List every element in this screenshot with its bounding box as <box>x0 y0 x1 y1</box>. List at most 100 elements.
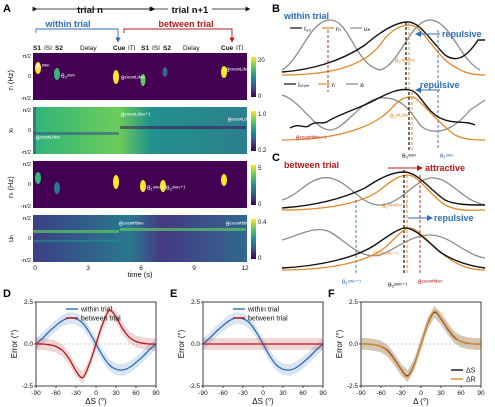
b-theta-s2: θ₂ˢʷⁿ <box>402 153 416 160</box>
ytick-uh-mid: 0 <box>28 236 31 242</box>
phase-iti: ITI <box>128 45 136 52</box>
legend-iff: I₃₃ <box>304 26 311 33</box>
ylabel-rl: rₗ (Hz) <box>6 70 15 90</box>
ytick-rl-mid: 0 <box>28 74 31 80</box>
c-attractive-label: attractive <box>425 163 465 173</box>
phase-s1-n1: S1 <box>141 45 149 52</box>
ytick-uh-top: π/2 <box>23 216 31 222</box>
b-top-rh-curve <box>281 24 486 76</box>
within-trial-bracket <box>35 28 121 43</box>
panel-label-e: E <box>170 288 177 300</box>
colorbar-rl <box>251 57 256 97</box>
b-bot-xl-curve <box>281 94 486 132</box>
y-tick-label: 2.5 <box>349 299 358 306</box>
c-bot-rl-curve <box>281 227 486 271</box>
phase-s2: S2 <box>55 45 63 52</box>
x-tick-label: 90 <box>152 390 160 397</box>
chart-f: -90 -60 -30 0 30 60 90 -2.5 0.0 2.5 Δ (°) Error (°)… <box>335 299 485 406</box>
b-repulsive-label-2: repulsive <box>420 80 460 90</box>
x-tick-label: 60 <box>457 390 465 397</box>
heat-label-theta2-n1: θ₂ˢʷⁿ⁺¹ <box>166 185 186 192</box>
ylabel-rh: rₕ (Hz) <box>6 176 15 198</box>
heat-label-theta1-n1: θ₁ˢʷⁿ⁺¹ <box>147 185 167 192</box>
heat-labels: θ₁ˢʷⁿ θ₂ˢʷⁿ θᶜᵘᵉʷᴸᵈʷⁿ θᶜᵘᵉʷᴸᵈʷⁿ⁺¹ θᶜᵘᵉʷᴸ… <box>36 63 259 228</box>
y-tick-label: -2.5 <box>347 383 359 390</box>
within-trial-label: within trial <box>45 19 91 29</box>
b-theta-s1: θ₁ˢʷⁿ <box>440 153 454 160</box>
panel-a-xticks: 0 3 6 9 12 <box>33 265 249 272</box>
phase-cue: Cue <box>113 45 126 52</box>
ylabel-xl: xₗ <box>6 128 15 133</box>
x-tick-label: 0 <box>94 390 98 397</box>
c-top-uh-curve <box>281 177 486 206</box>
x-tick-label: -30 <box>396 390 406 397</box>
legend-label: ΔS <box>466 368 476 375</box>
panel-label-b: B <box>272 3 280 15</box>
series-line <box>360 310 482 378</box>
ytick-xl-top: π/2 <box>23 108 31 114</box>
panel-b: B within trial I₃₃ rₕ uₕ repulsive θ₂ʷᴴᵈ… <box>272 3 486 160</box>
x-tick-label: -90 <box>31 390 41 397</box>
ytick-rh-bot: -π/2 <box>21 204 31 210</box>
xtick-12: 12 <box>241 265 249 272</box>
panel-label-d: D <box>3 288 11 300</box>
heat-label-theta2-n: θ₂ˢʷⁿ <box>61 73 75 80</box>
cbar-uh-max: 0.4 <box>258 220 267 226</box>
phase-iti-n1: ITI <box>236 45 244 52</box>
legend-istim: Iₛₜᵢₘ <box>298 82 309 89</box>
x-tick-label: -30 <box>71 390 81 397</box>
y-tick-label: 0.0 <box>24 341 33 348</box>
x-tick-label: 30 <box>112 390 120 397</box>
b-theta-cue: θᶜᵘᵉʷᴴᵈʷⁿ⁻¹ <box>296 135 327 142</box>
ytick-xl-bot: -π/2 <box>21 150 31 156</box>
c-theta-s2: θ₂ˢʷⁿ⁺¹ <box>388 282 408 289</box>
x-tick-label: 60 <box>132 390 140 397</box>
legend-label: within trial <box>247 307 280 314</box>
x-axis-label: Δ (°) <box>413 397 429 406</box>
panel-label-f: F <box>328 288 335 300</box>
trial-n1-bg <box>168 3 212 15</box>
heat-label-cue-l-n1: θᶜᵘᵉʷᴸᵈʷⁿ⁺¹ <box>121 112 152 119</box>
ylabel-uh: uₕ <box>6 235 15 242</box>
x-tick-label: 90 <box>319 390 327 397</box>
colorbar-rh <box>251 165 256 205</box>
xtick-6: 6 <box>139 265 143 272</box>
x-tick-label: -60 <box>376 390 386 397</box>
trial-n-label: trial n <box>77 5 103 16</box>
x-tick-label: -30 <box>238 390 248 397</box>
y-tick-label: 2.5 <box>24 299 33 306</box>
y-tick-label: -2.5 <box>22 383 34 390</box>
legend-xl: xₗ <box>360 82 364 89</box>
ytick-rl-top: π/2 <box>23 54 31 60</box>
y-axis-label: Error (°) <box>335 329 344 358</box>
chart-e: -90 -60 -30 0 30 60 90 -2.5 0.0 2.5 ΔS (°) Error (°… <box>177 299 327 406</box>
legend-label: within trial <box>80 307 113 314</box>
x-tick-label: -60 <box>218 390 228 397</box>
ytick-uh-bot: -π/2 <box>21 258 31 264</box>
heat-label-cue-l-n1-rl: θᶜᵘᵉʷᴸᵈʷⁿ⁺¹ <box>226 67 257 74</box>
y-tick-label: 2.5 <box>191 299 200 306</box>
legend-label: ΔR <box>466 377 476 384</box>
x-tick-label: 0 <box>419 390 423 397</box>
b-theta-2l: θ₂ʷᴸᵈʷⁿ <box>390 113 410 120</box>
between-trial-label: between trial <box>158 19 213 29</box>
ytick-xl-mid: 0 <box>28 128 31 134</box>
c-top-rh-curve <box>281 174 486 211</box>
x-tick-label: 30 <box>279 390 287 397</box>
colorbar-uh <box>251 219 256 259</box>
b-repulsive-label-1: repulsive <box>442 29 482 39</box>
c-theta-2h: θ₂ʷᴴᵈʷⁿ⁺¹ <box>382 203 408 210</box>
c-theta-2l: θ₂ʷᴸᵈʷⁿ⁺¹ <box>374 251 400 258</box>
row-ylabels: rₗ (Hz) xₗ rₕ (Hz) uₕ <box>6 70 15 242</box>
panel-label-a: A <box>3 3 11 15</box>
phase-s2-n1: S2 <box>163 45 171 52</box>
legend-uh: uₕ <box>364 26 371 33</box>
xtick-3: 3 <box>86 265 90 272</box>
heat-label-cue-h-n1: θᶜᵘᵉʷᴴᵈʷⁿ⁺¹ <box>226 221 257 228</box>
ytick-rh-top: π/2 <box>23 162 31 168</box>
panel-c-title: between trial <box>284 160 339 170</box>
phase-cue-n1: Cue <box>221 45 234 52</box>
x-tick-label: 0 <box>261 390 265 397</box>
cbar-xl-min: 0.2 <box>258 148 267 154</box>
